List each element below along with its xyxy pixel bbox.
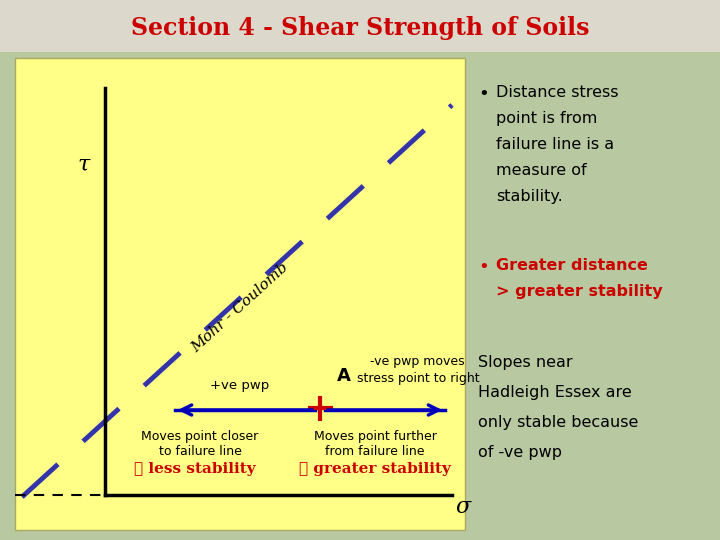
Text: failure line is a: failure line is a <box>496 137 614 152</box>
Text: from failure line: from failure line <box>325 445 425 458</box>
Text: τ: τ <box>78 154 90 176</box>
Text: ∴ less stability: ∴ less stability <box>134 462 256 476</box>
Text: Greater distance: Greater distance <box>496 258 648 273</box>
Bar <box>15 58 465 530</box>
Text: of -ve pwp: of -ve pwp <box>478 445 562 460</box>
Text: Mohr - Coulomb: Mohr - Coulomb <box>189 260 291 355</box>
Text: stress point to right: stress point to right <box>357 372 480 385</box>
Text: +ve pwp: +ve pwp <box>210 379 269 392</box>
Text: Hadleigh Essex are: Hadleigh Essex are <box>478 385 631 400</box>
Text: only stable because: only stable because <box>478 415 639 430</box>
Text: Section 4 - Shear Strength of Soils: Section 4 - Shear Strength of Soils <box>131 16 589 40</box>
Text: Moves point further: Moves point further <box>314 430 436 443</box>
Text: A: A <box>337 367 351 385</box>
Text: > greater stability: > greater stability <box>496 284 662 299</box>
Text: σ: σ <box>455 496 470 518</box>
Text: to failure line: to failure line <box>158 445 241 458</box>
Text: Moves point closer: Moves point closer <box>141 430 258 443</box>
Text: stability.: stability. <box>496 189 563 204</box>
Text: •: • <box>478 258 489 276</box>
Text: •: • <box>478 85 489 103</box>
Text: measure of: measure of <box>496 163 587 178</box>
Bar <box>0 0 720 52</box>
Text: point is from: point is from <box>496 111 598 126</box>
Text: -ve pwp moves: -ve pwp moves <box>370 355 464 368</box>
Text: Distance stress: Distance stress <box>496 85 618 100</box>
Text: ∴ greater stability: ∴ greater stability <box>299 462 451 476</box>
Text: Slopes near: Slopes near <box>478 355 572 370</box>
